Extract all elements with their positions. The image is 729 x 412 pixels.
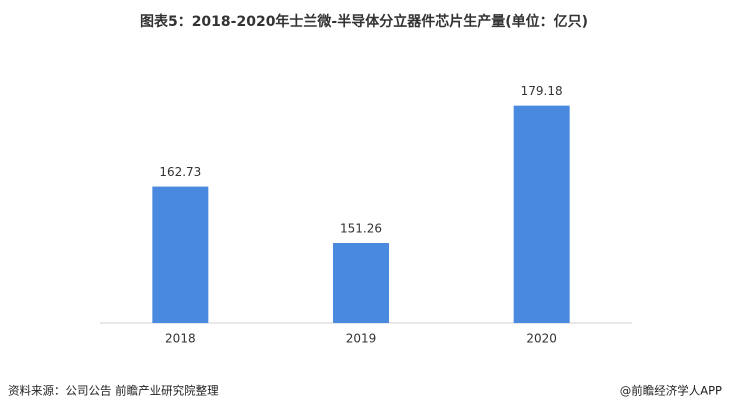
data-label: 151.26 [340, 222, 382, 236]
source: 资料来源：公司公告 前瞻产业研究院整理 [8, 384, 219, 398]
x-tick-label: 2018 [165, 332, 196, 346]
bar [513, 105, 570, 323]
data-label: 179.18 [521, 84, 563, 98]
bar [152, 186, 209, 323]
bar [333, 243, 389, 323]
data-label: 162.73 [159, 165, 201, 179]
x-tick-label: 2020 [526, 332, 557, 346]
chart-title: 图表5：2018-2020年士兰微-半导体分立器件芯片生产量(单位：亿只) [140, 13, 588, 30]
x-tick-label: 2019 [346, 332, 377, 346]
credit: @前瞻经济学人APP [620, 384, 722, 398]
